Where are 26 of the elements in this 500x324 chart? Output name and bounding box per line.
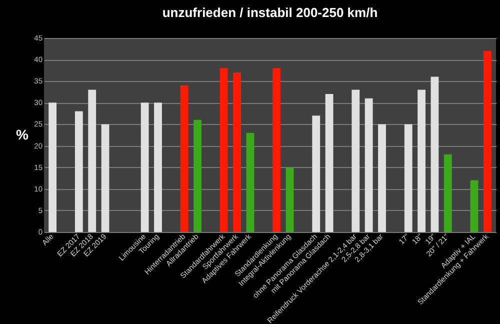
bar — [272, 68, 281, 232]
bar — [325, 94, 334, 232]
bar — [194, 120, 202, 232]
bar — [154, 102, 162, 232]
bar — [364, 98, 373, 232]
y-axis-title: % — [16, 126, 29, 142]
bar — [470, 180, 478, 232]
bar — [233, 72, 242, 232]
bar — [140, 102, 149, 232]
bar — [312, 116, 320, 232]
bar — [418, 90, 426, 232]
bar — [220, 68, 228, 232]
bar — [48, 102, 57, 232]
bar — [352, 90, 360, 232]
bar — [483, 50, 492, 232]
bar — [378, 124, 386, 232]
chart-title: unzufrieden / instabil 200-250 km/h — [162, 5, 378, 20]
bar — [430, 76, 439, 232]
bar — [101, 124, 110, 232]
bar — [404, 124, 412, 232]
bar — [246, 132, 254, 232]
bar — [74, 111, 83, 232]
bar — [286, 167, 294, 232]
bar — [88, 90, 96, 232]
bar — [180, 85, 188, 232]
bar — [444, 154, 452, 232]
